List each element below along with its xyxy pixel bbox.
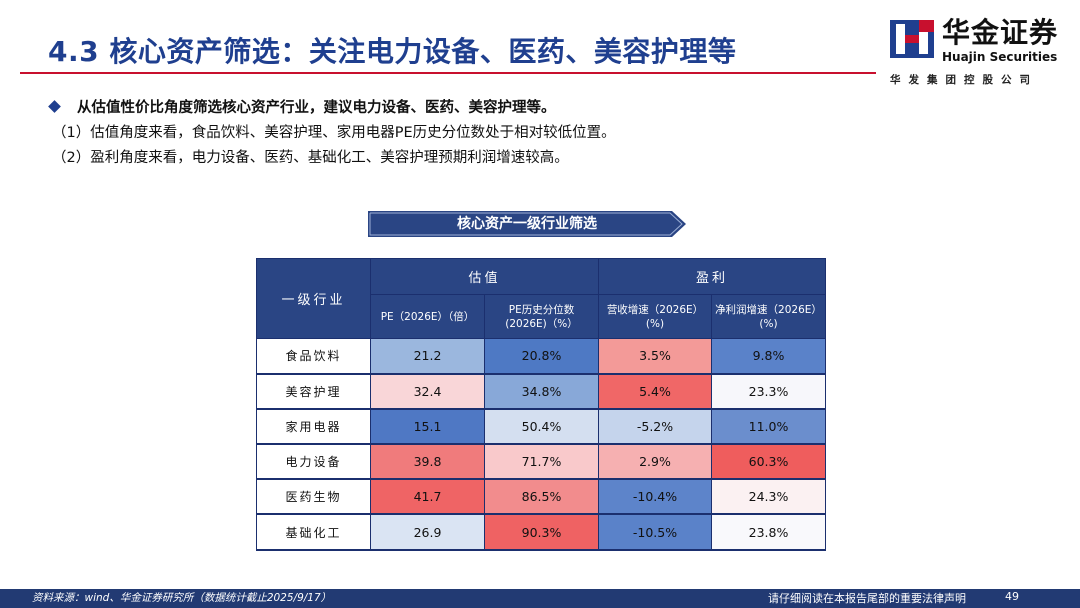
diamond-bullet-icon	[48, 100, 61, 113]
cell-net-profit-growth: 11.0%	[711, 408, 826, 445]
cell-revenue-growth: -10.4%	[598, 478, 712, 515]
header-group-valuation: 估值	[370, 258, 599, 295]
cell-pe: 41.7	[370, 478, 485, 515]
cell-pe-percentile: 34.8%	[484, 373, 599, 410]
cell-revenue-growth: -5.2%	[598, 408, 712, 445]
cell-net-profit-growth: 24.3%	[711, 478, 826, 515]
cell-industry: 家用电器	[256, 408, 371, 445]
table-row: 美容护理 32.4 34.8% 5.4% 23.3%	[256, 373, 826, 410]
header-industry: 一级行业	[256, 258, 371, 339]
cell-industry: 美容护理	[256, 373, 371, 410]
main-bullet: 从估值性价比角度筛选核心资产行业，建议电力设备、医药、美容护理等。	[48, 96, 556, 117]
table-row: 医药生物 41.7 86.5% -10.4% 24.3%	[256, 478, 826, 515]
legal-disclaimer: 请仔细阅读在本报告尾部的重要法律声明	[768, 592, 966, 605]
sub-point-valuation: （1）估值角度来看，食品饮料、美容护理、家用电器PE历史分位数处于相对较低位置。	[52, 125, 616, 141]
cell-pe: 21.2	[370, 337, 485, 375]
cell-revenue-growth: 2.9%	[598, 443, 712, 480]
cell-pe: 32.4	[370, 373, 485, 410]
header-net-profit-growth: 净利润增速（2026E） (%)	[711, 294, 826, 339]
table-row: 电力设备 39.8 71.7% 2.9% 60.3%	[256, 443, 826, 480]
cell-revenue-growth: -10.5%	[598, 513, 712, 551]
table-row: 家用电器 15.1 50.4% -5.2% 11.0%	[256, 408, 826, 445]
logo-chinese-name: 华金证券	[942, 16, 1059, 49]
header-group-profit: 盈利	[598, 258, 826, 295]
header-pe: PE（2026E）（倍）	[370, 294, 485, 339]
cell-industry: 医药生物	[256, 478, 371, 515]
title-divider	[20, 72, 876, 74]
cell-pe-percentile: 20.8%	[484, 337, 599, 375]
industry-screening-table: 一级行业 估值 盈利 PE（2026E）（倍） PE历史分位数 (2026E)（%…	[256, 258, 826, 551]
source-note: 资料来源：wind、华金证券研究所（数据统计截止2025/9/17）	[32, 592, 332, 604]
header-pe-percentile: PE历史分位数 (2026E)（%）	[484, 294, 599, 339]
cell-pe: 26.9	[370, 513, 485, 551]
footer-bar	[0, 589, 1080, 608]
cell-industry: 基础化工	[256, 513, 371, 551]
table-title: 核心资产一级行业筛选	[457, 216, 597, 232]
header-revenue-growth: 营收增速（2026E） (%)	[598, 294, 712, 339]
cell-pe-percentile: 50.4%	[484, 408, 599, 445]
table-title-ribbon: 核心资产一级行业筛选	[368, 211, 686, 237]
sub-point-profit: （2）盈利角度来看，电力设备、医药、基础化工、美容护理预期利润增速较高。	[52, 150, 569, 166]
cell-net-profit-growth: 23.8%	[711, 513, 826, 551]
huajin-logo-icon	[890, 20, 934, 58]
cell-net-profit-growth: 60.3%	[711, 443, 826, 480]
cell-net-profit-growth: 23.3%	[711, 373, 826, 410]
table-row: 食品饮料 21.2 20.8% 3.5% 9.8%	[256, 337, 826, 375]
logo-tagline: 华发集团控股公司	[890, 74, 1038, 86]
main-bullet-text: 从估值性价比角度筛选核心资产行业，建议电力设备、医药、美容护理等。	[77, 100, 556, 116]
cell-pe-percentile: 90.3%	[484, 513, 599, 551]
page-title: 4.3 核心资产筛选：关注电力设备、医药、美容护理等	[48, 35, 737, 68]
cell-pe: 39.8	[370, 443, 485, 480]
cell-pe-percentile: 71.7%	[484, 443, 599, 480]
cell-pe: 15.1	[370, 408, 485, 445]
cell-pe-percentile: 86.5%	[484, 478, 599, 515]
logo-english-name: Huajin Securities	[942, 50, 1058, 64]
cell-net-profit-growth: 9.8%	[711, 337, 826, 375]
cell-revenue-growth: 5.4%	[598, 373, 712, 410]
cell-industry: 食品饮料	[256, 337, 371, 375]
page-number: 49	[1005, 590, 1019, 603]
cell-revenue-growth: 3.5%	[598, 337, 712, 375]
cell-industry: 电力设备	[256, 443, 371, 480]
table-row: 基础化工 26.9 90.3% -10.5% 23.8%	[256, 513, 826, 551]
